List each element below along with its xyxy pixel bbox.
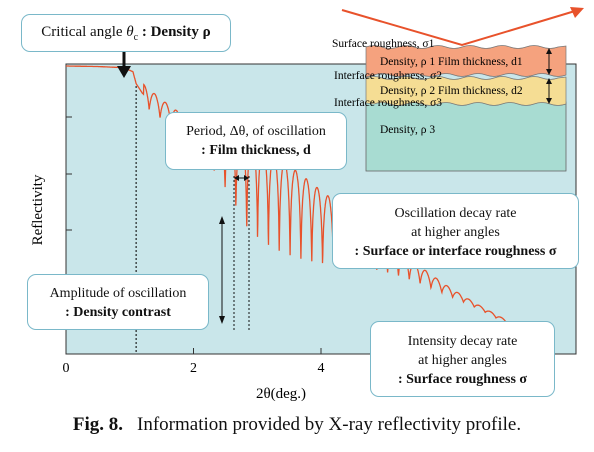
decay-meaning: : Surface or interface roughness σ: [354, 244, 557, 259]
period-line1: Period, Δθ, of oscillation: [186, 124, 326, 139]
figure-number: Fig. 8.: [72, 414, 124, 435]
amplitude-arrow-head-bottom: [219, 316, 225, 324]
decay-callout: Oscillation decay rate at higher angles …: [332, 193, 579, 269]
critical-angle-text: Critical angle: [41, 24, 123, 40]
intensity-line1: Intensity decay rate: [407, 334, 518, 349]
xray-beam: [341, 9, 576, 47]
critical-angle-meaning: : Density ρ: [141, 24, 211, 40]
layer2-label: Density, ρ 2 Film thickness, d2: [380, 85, 523, 97]
surface-roughness-label: Surface roughness, σ1: [332, 38, 435, 50]
theta-symbol: θ: [126, 24, 134, 40]
d1-arrow-top: [546, 48, 552, 54]
y-axis-label: Reflectivity: [30, 174, 46, 245]
x-tick-label: 0: [63, 361, 70, 376]
critical-angle-pointer-head: [117, 66, 131, 78]
critical-angle-callout: Critical angle θc : Density ρ: [21, 14, 231, 52]
period-arrow-head-right: [244, 175, 249, 181]
layer1-label: Density, ρ 1 Film thickness, d1: [380, 56, 523, 68]
x-axis-label: 2θ(deg.): [256, 386, 306, 402]
amplitude-meaning: : Density contrast: [65, 305, 171, 320]
inset-layer2: [365, 76, 567, 106]
reflectivity-curve: [66, 65, 513, 325]
period-callout: Period, Δθ, of oscillation : Film thickn…: [165, 112, 347, 170]
amplitude-line1: Amplitude of oscillation: [49, 286, 187, 301]
figure-caption: Fig. 8. Information provided by X-ray ref…: [0, 414, 594, 436]
interface2-label: Interface roughness, σ2: [334, 70, 442, 82]
xray-beam-arrowhead: [570, 7, 584, 18]
film-stack-inset: Surface roughness, σ1 Density, ρ 1 Film …: [332, 38, 567, 172]
inset-layer1: [365, 45, 567, 78]
d2-arrow-top: [546, 78, 552, 84]
decay-line2: at higher angles: [411, 225, 500, 240]
x-tick-label: 2: [190, 361, 197, 376]
theta-subscript: c: [133, 32, 139, 43]
intensity-meaning: : Surface roughness σ: [397, 372, 528, 387]
intensity-callout: Intensity decay rate at higher angles : …: [370, 321, 555, 397]
amplitude-callout: Amplitude of oscillation : Density contr…: [27, 274, 209, 330]
inset-substrate: [365, 101, 567, 172]
amplitude-arrow-head-top: [219, 216, 225, 224]
intensity-line2: at higher angles: [418, 353, 507, 368]
period-arrow-head-left: [234, 175, 239, 181]
substrate-label: Density, ρ 3: [380, 124, 435, 136]
d2-arrow-bottom: [546, 98, 552, 104]
x-tick-label: 4: [318, 361, 325, 376]
interface3-label: Interface roughness, σ3: [334, 97, 442, 109]
caption-text: Information provided by X-ray reflectivi…: [137, 414, 522, 435]
period-meaning: : Film thickness, d: [201, 143, 311, 158]
decay-line1: Oscillation decay rate: [394, 206, 517, 221]
d1-arrow-bottom: [546, 69, 552, 75]
